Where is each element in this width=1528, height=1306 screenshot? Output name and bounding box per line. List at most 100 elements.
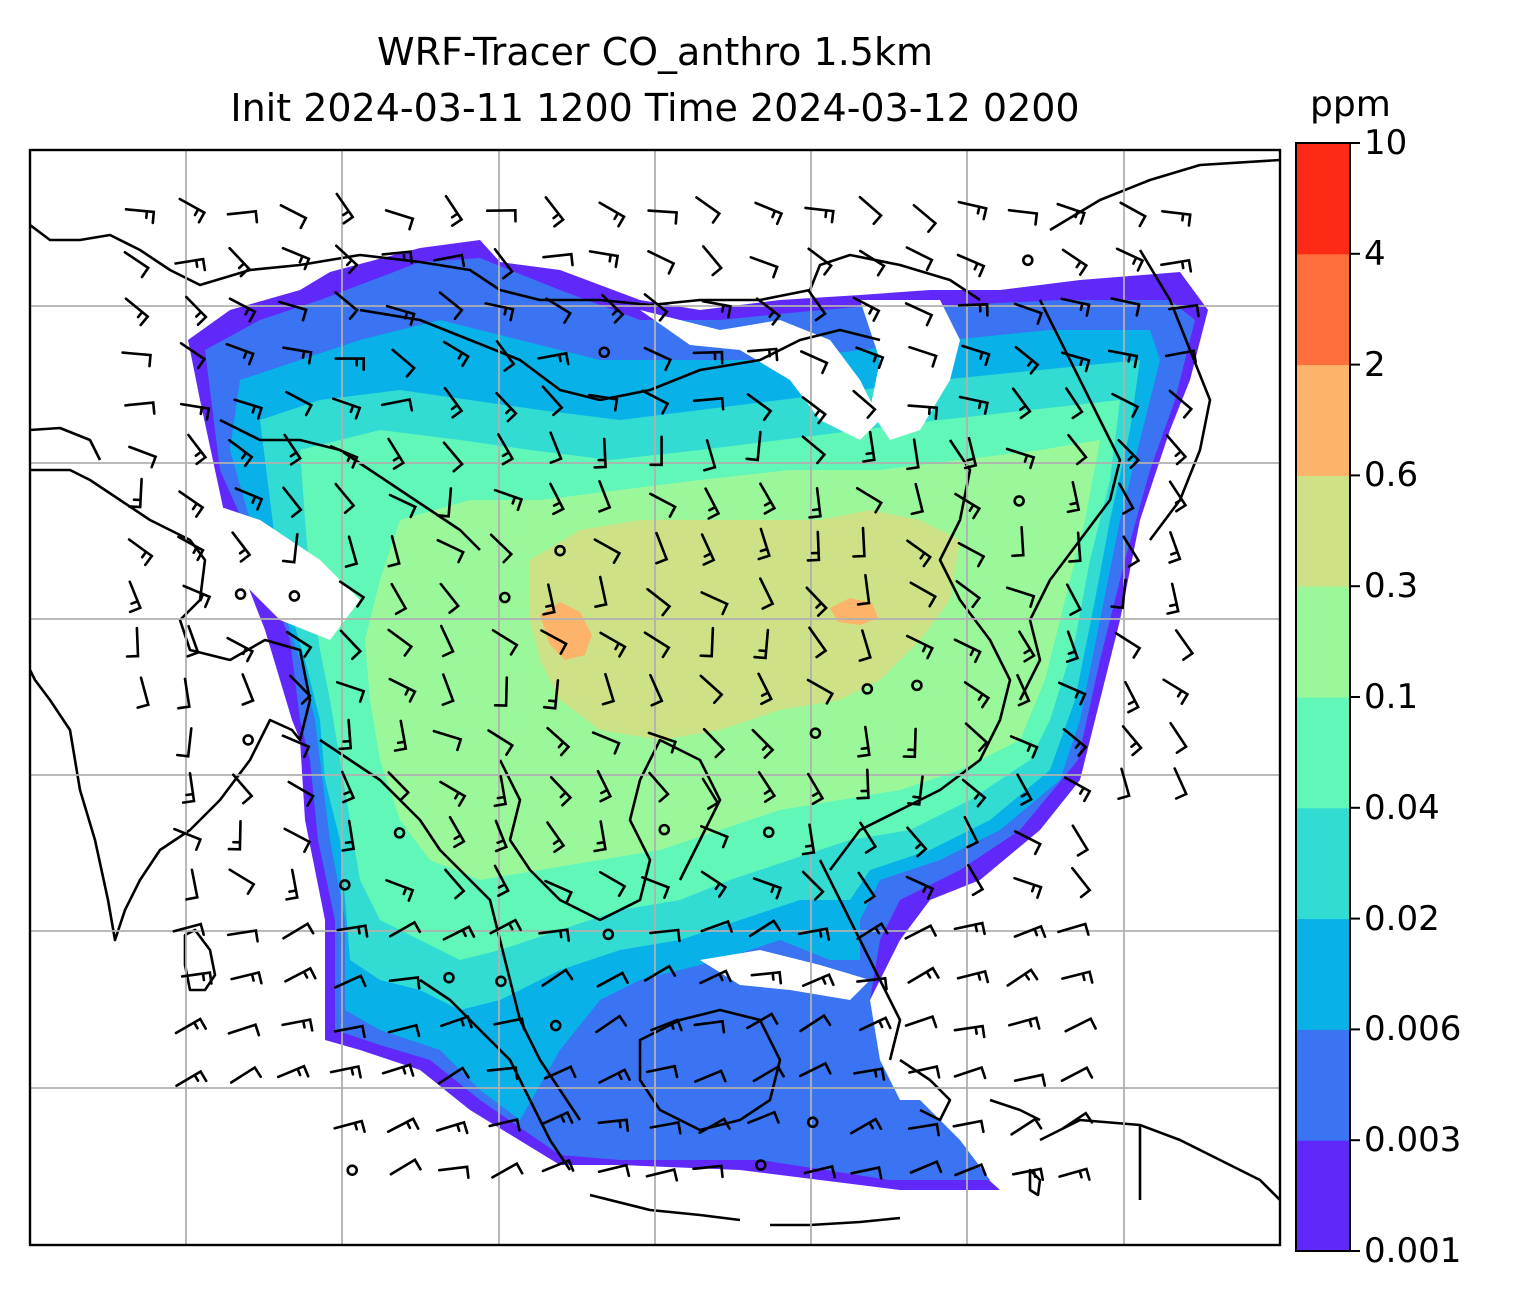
wind-barb — [380, 397, 414, 412]
wind-barb — [393, 719, 408, 752]
wind-barb — [381, 1063, 415, 1077]
wind-barb — [176, 727, 193, 758]
coast-java — [589, 1193, 741, 1222]
wind-barb — [338, 580, 366, 608]
wind-barb — [801, 435, 827, 465]
wind-barb — [807, 772, 825, 806]
border-himalaya — [219, 418, 481, 551]
wind-barb — [700, 533, 716, 566]
wind-barb — [493, 248, 514, 280]
wind-barb — [178, 490, 205, 518]
wind-barb — [341, 770, 356, 804]
wind-barb — [759, 482, 777, 515]
colorbar-label-6: 0.3 — [1364, 566, 1419, 607]
wind-barb — [1110, 297, 1141, 317]
wind-barb — [433, 253, 466, 268]
calm-wind-marker — [339, 879, 351, 891]
wind-barb — [850, 1117, 883, 1135]
wind-barb — [646, 587, 672, 617]
wind-barb — [856, 976, 888, 991]
wind-barb — [745, 430, 762, 462]
wind-barb — [749, 256, 779, 279]
wind-barb — [906, 539, 933, 568]
wind-barb — [1173, 767, 1188, 800]
colorbar — [1295, 142, 1360, 1252]
wind-barb — [601, 293, 625, 324]
wind-barb — [757, 672, 773, 706]
coast-sumatra — [419, 978, 572, 1171]
coast-new-guinea — [1039, 1118, 1280, 1201]
wind-barb — [179, 402, 211, 421]
wind-barb — [702, 245, 724, 277]
wind-barb — [177, 677, 191, 710]
wind-barb — [538, 928, 570, 942]
wind-barb — [281, 734, 311, 759]
wind-barb — [439, 780, 467, 807]
wind-barb — [757, 771, 777, 803]
wind-barb — [178, 197, 207, 224]
wind-barb — [181, 772, 196, 804]
wind-barb — [1115, 247, 1145, 272]
wind-barb — [493, 488, 524, 512]
wind-barb — [1162, 678, 1190, 705]
wind-barb — [333, 1024, 366, 1039]
wind-barb — [909, 1159, 943, 1174]
wind-barb — [952, 1119, 985, 1134]
wind-barb — [700, 870, 728, 898]
chart-title-line2: Init 2024-03-11 1200 Time 2024-03-12 020… — [230, 86, 1080, 130]
wind-barb — [643, 346, 673, 372]
calm-wind-marker — [549, 1019, 562, 1032]
wind-barb — [334, 291, 359, 320]
wind-barb — [693, 1019, 726, 1034]
wind-barb — [277, 300, 308, 322]
wind-barb — [335, 192, 355, 225]
wind-barb — [803, 1164, 836, 1179]
wind-barb — [329, 445, 359, 469]
wind-barb — [649, 928, 681, 943]
wind-barb — [805, 586, 828, 617]
colorbar-band-1 — [1296, 1029, 1350, 1141]
wind-barb — [544, 196, 565, 228]
wind-barb — [489, 533, 514, 564]
wind-barb — [285, 630, 313, 658]
wind-barb — [650, 1018, 683, 1032]
wind-barb — [542, 252, 574, 267]
wind-barb — [287, 780, 315, 807]
wind-barb — [961, 344, 991, 367]
wind-barb — [694, 1069, 727, 1083]
wind-barb — [124, 297, 150, 327]
wind-barb — [1160, 258, 1193, 273]
wind-barb — [386, 1117, 420, 1133]
wind-barb — [187, 433, 208, 466]
wind-barb — [282, 922, 315, 940]
colorbar-label-0: 0.001 — [1364, 1231, 1462, 1271]
wind-barb — [281, 246, 311, 271]
wind-barb — [695, 196, 722, 224]
wind-barb — [123, 251, 151, 279]
coast-east-asia — [828, 439, 1012, 871]
wind-barb — [645, 1168, 679, 1182]
wind-barb — [859, 821, 878, 854]
wind-barb — [754, 201, 784, 226]
wind-barb — [1057, 922, 1090, 936]
wind-barb — [385, 879, 415, 902]
wind-barb — [641, 876, 671, 899]
wind-barb — [486, 1066, 519, 1080]
coast-philippines — [818, 859, 902, 1061]
wind-barb — [487, 729, 515, 756]
coastlines — [30, 158, 1280, 1227]
calm-wind-marker — [554, 544, 566, 557]
wind-barb — [747, 347, 779, 362]
wind-barb — [856, 922, 889, 940]
wind-barb — [808, 626, 828, 659]
wind-barb — [698, 1117, 731, 1134]
wind-barb — [1006, 968, 1039, 987]
wind-barb — [692, 396, 725, 411]
wind-barb — [597, 1163, 631, 1178]
wind-barb — [390, 582, 408, 616]
wind-barb — [643, 293, 669, 322]
wind-barb — [1168, 303, 1200, 318]
colorbar-unit: ppm — [1310, 84, 1391, 125]
wind-barb — [907, 966, 940, 984]
wind-barb — [388, 920, 422, 938]
